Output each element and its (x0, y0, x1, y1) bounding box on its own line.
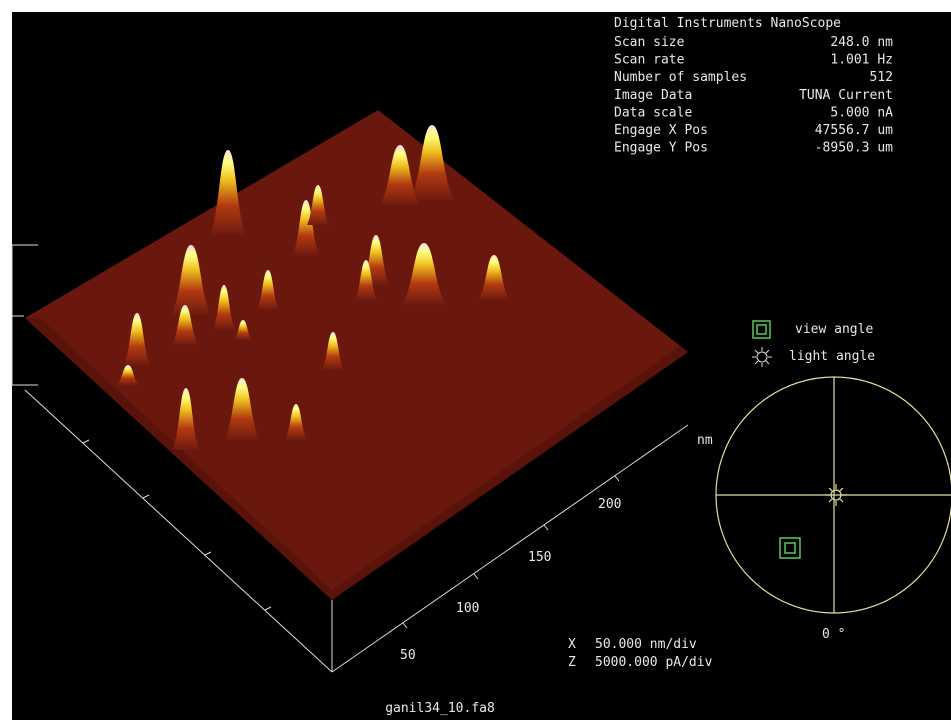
light-icon (752, 347, 772, 367)
axis-unit: nm (697, 433, 713, 448)
info-value: 47556.7 um (815, 123, 893, 138)
info-title: Digital Instruments NanoScope (614, 16, 841, 31)
peak (171, 305, 199, 345)
peak (307, 185, 329, 225)
info-label: Data scale (614, 105, 692, 120)
info-label: Scan size (614, 35, 685, 50)
scale-axis: X (568, 637, 576, 652)
angle-dial (715, 376, 951, 614)
info-value: 5.000 nA (830, 105, 893, 120)
peak (285, 404, 307, 440)
axis-tick: 100 (456, 601, 479, 616)
peak (322, 332, 344, 370)
scale-axis: Z (568, 655, 576, 670)
info-label: Number of samples (614, 70, 747, 85)
peak (380, 145, 420, 205)
view-marker (779, 537, 801, 559)
info-label: Engage Y Pos (614, 141, 708, 156)
info-value: 1.001 Hz (830, 53, 893, 68)
axes (11, 244, 689, 673)
peak (171, 245, 211, 315)
info-label: Image Data (614, 88, 692, 103)
peak (210, 150, 246, 235)
surface (25, 110, 688, 600)
peak (234, 320, 252, 340)
info-value: TUNA Current (799, 88, 893, 103)
info-value: 512 (870, 70, 893, 85)
peak (355, 260, 377, 300)
axis-tick: 50 (400, 648, 416, 663)
axis-tick: 150 (528, 550, 551, 565)
view-marker-inner (784, 542, 796, 554)
filename: ganil34_10.fa8 (385, 701, 495, 716)
info-label: Scan rate (614, 53, 685, 68)
peak (402, 243, 446, 305)
view-icon-inner (756, 324, 767, 335)
peak (117, 365, 139, 385)
info-panel: Scan size 248.0 nm Scan rate 1.001 Hz Number… (614, 35, 893, 156)
peak (292, 200, 320, 255)
peak (224, 378, 260, 440)
info-label: Engage X Pos (614, 123, 708, 138)
peak (172, 388, 200, 450)
peaks (117, 125, 510, 450)
peak (123, 313, 151, 365)
info-value: 248.0 nm (830, 35, 893, 50)
info-value: -8950.3 um (815, 141, 893, 156)
peak (213, 285, 235, 330)
legend-view: view angle (795, 322, 873, 337)
scale-value: 50.000 nm/div (595, 637, 697, 652)
peak (257, 270, 279, 310)
peak (478, 255, 510, 300)
scale-value: 5000.000 pA/div (595, 655, 713, 670)
peak (410, 125, 454, 200)
view-icon (752, 320, 771, 339)
angle-label: 0 ° (822, 627, 845, 642)
axis-tick: 200 (598, 497, 621, 512)
legend-light: light angle (789, 349, 875, 364)
